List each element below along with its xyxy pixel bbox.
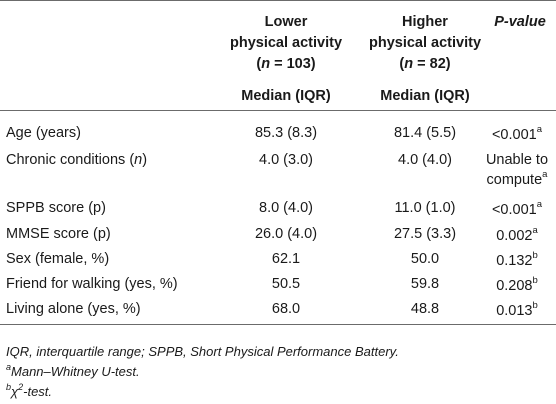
row-higher-value: 27.5 (3.3)	[393, 226, 457, 242]
header-median-lower: Median (IQR)	[241, 88, 331, 104]
p-value-footnote-mark: a	[536, 199, 543, 211]
row-label-text: Friend for walking (yes, %)	[6, 276, 178, 292]
footnote-b-mark: b	[6, 381, 12, 392]
header-p-value: P-value	[494, 14, 546, 30]
row-p-value: 0.013b	[478, 301, 556, 321]
footnote-a: aMann–Whitney U-test.	[6, 361, 140, 379]
header-rule	[0, 110, 556, 111]
row-label: MMSE score (p)	[6, 226, 111, 242]
row-label: Living alone (yes, %)	[6, 301, 141, 317]
row-label-suffix: )	[142, 152, 148, 168]
p-value-footnote-mark: a	[536, 124, 543, 136]
row-label: Sex (female, %)	[6, 251, 109, 267]
row-higher-value: 50.0	[410, 251, 440, 267]
footnote-b-square: 2	[18, 381, 24, 392]
header-higher-line2: physical activity	[368, 35, 482, 51]
p-value-text: 0.208	[496, 278, 533, 294]
row-label-text: Chronic conditions (	[6, 152, 135, 168]
row-label: SPPB score (p)	[6, 200, 106, 216]
row-higher-value: 59.8	[410, 276, 440, 292]
row-p-value: 0.208b	[478, 276, 556, 296]
p-value-text: 0.132	[496, 253, 533, 269]
header-higher-activity: Higher physical activity (n = 82)	[360, 12, 490, 75]
row-label-text: Living alone (yes, %)	[6, 301, 141, 317]
row-lower-value: 62.1	[271, 251, 301, 267]
row-lower-value: 50.5	[271, 276, 301, 292]
p-value-text: <0.001	[491, 202, 537, 218]
table-bottom-rule	[0, 324, 556, 325]
header-higher-line3: (n = 82)	[399, 56, 451, 72]
footnote-b-text: -test.	[23, 384, 53, 399]
header-lower-line2: physical activity	[229, 35, 343, 51]
p-value-text: 0.013	[496, 303, 533, 319]
row-p-value: <0.001a	[478, 125, 556, 145]
header-lower-line3: (n = 103)	[256, 56, 316, 72]
row-label: Chronic conditions (n)	[6, 152, 147, 168]
p-value-footnote-mark: b	[532, 275, 538, 287]
row-p-value: 0.002a	[478, 226, 556, 246]
p-value-text: compute	[486, 172, 543, 188]
footnote-b-chi: χ	[11, 384, 19, 399]
row-label-text: SPPB score (p)	[6, 200, 106, 216]
p-value-footnote-mark: b	[532, 300, 538, 312]
row-higher-value: 81.4 (5.5)	[393, 125, 457, 141]
header-median-higher: Median (IQR)	[380, 88, 470, 104]
p-value-text: <0.001	[491, 127, 537, 143]
row-lower-value: 26.0 (4.0)	[254, 226, 318, 242]
row-lower-value: 85.3 (8.3)	[254, 125, 318, 141]
footnote-b: bχ2-test.	[6, 381, 53, 399]
row-label-italic: n	[134, 152, 143, 168]
row-lower-value: 4.0 (3.0)	[259, 152, 313, 168]
row-label: Age (years)	[6, 125, 81, 141]
row-label-text: MMSE score (p)	[6, 226, 111, 242]
footnote-a-text: Mann–Whitney U-test.	[11, 364, 140, 379]
p-value-footnote-mark: a	[532, 225, 538, 237]
header-higher-line1: Higher	[402, 14, 448, 30]
row-higher-value: 11.0 (1.0)	[394, 200, 456, 216]
p-value-footnote-mark: a	[542, 169, 548, 181]
p-value-text-line1: Unable to	[485, 152, 549, 168]
row-label-text: Sex (female, %)	[6, 251, 110, 267]
p-value-footnote-mark: b	[532, 250, 538, 262]
row-label-text: Age (years)	[6, 125, 81, 141]
row-higher-value: 4.0 (4.0)	[398, 152, 452, 168]
table-top-rule	[0, 0, 556, 1]
row-label: Friend for walking (yes, %)	[6, 276, 178, 292]
row-p-value: <0.001a	[478, 200, 556, 220]
p-value-text: 0.002	[496, 228, 533, 244]
footnote-a-mark: a	[6, 361, 12, 372]
row-p-value: 0.132b	[478, 251, 556, 271]
row-p-value: Unable to computea	[478, 150, 556, 190]
header-lower-activity: Lower physical activity (n = 103)	[208, 12, 364, 75]
header-lower-line1: Lower	[264, 14, 308, 30]
row-lower-value: 8.0 (4.0)	[259, 200, 313, 216]
footnote-abbreviations: IQR, interquartile range; SPPB, Short Ph…	[6, 344, 399, 359]
row-lower-value: 68.0	[271, 301, 301, 317]
row-higher-value: 48.8	[410, 301, 440, 317]
